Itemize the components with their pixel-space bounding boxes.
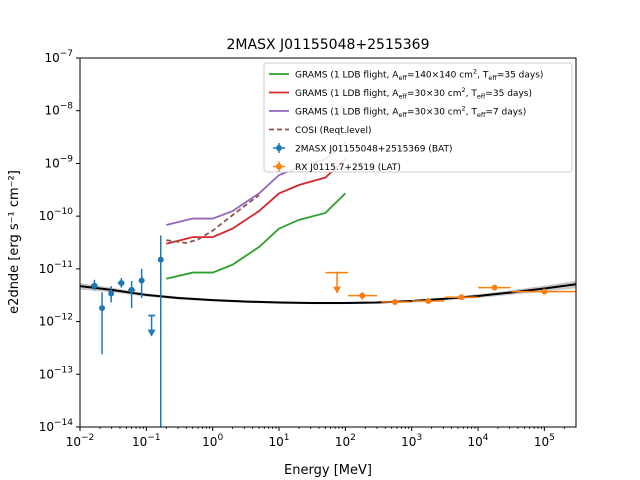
legend-entry: GRAMS (1 LDB flight, Aeff=140×140 cm2, T…	[269, 68, 543, 83]
chart-title: 2MASX J01155048+2515369	[227, 37, 430, 53]
y-tick-label: 10−13	[39, 365, 73, 381]
sensitivity-line-1	[166, 192, 346, 280]
data-point	[348, 292, 377, 300]
legend-entry: 2MASX J01155048+2515369 (BAT)	[273, 143, 453, 155]
data-marker	[138, 277, 145, 284]
data-point	[445, 294, 478, 301]
data-marker	[91, 282, 98, 289]
upper-limit-arrow	[147, 329, 156, 337]
x-tick-label: 103	[401, 433, 422, 449]
legend: GRAMS (1 LDB flight, Aeff=140×140 cm2, T…	[263, 62, 573, 173]
data-marker	[425, 298, 432, 305]
legend-entry: RX J0115.7+2519 (LAT)	[273, 161, 401, 173]
data-point	[511, 288, 576, 295]
series-2	[325, 271, 576, 306]
sensitivity-line-2	[166, 158, 346, 245]
y-tick-label: 10−11	[39, 260, 73, 276]
legend-label: GRAMS (1 LDB flight, Aeff=140×140 cm2, T…	[295, 68, 543, 83]
data-point	[128, 280, 136, 309]
legend-entry: GRAMS (1 LDB flight, Aeff=30×30 cm2, Tef…	[269, 105, 526, 120]
upper-limit-arrow	[333, 286, 342, 294]
legend-swatch-marker	[276, 163, 282, 170]
plot-frame	[79, 57, 577, 428]
y-axis-label: e2dnde [erg s⁻¹ cm⁻²]	[7, 170, 22, 314]
legend-swatch-marker	[276, 145, 282, 151]
series-1	[90, 235, 164, 427]
data-marker	[391, 299, 398, 306]
x-tick-label: 104	[468, 433, 489, 449]
legend-label: GRAMS (1 LDB flight, Aeff=30×30 cm2, Tef…	[295, 105, 526, 120]
data-point	[90, 279, 98, 291]
data-points	[90, 235, 576, 427]
x-tick-label: 105	[534, 433, 555, 449]
legend-entry: COSI (Reqt.level)	[269, 126, 372, 136]
x-axis-label: Energy [MeV]	[284, 463, 372, 478]
y-tick-label: 10−12	[39, 313, 73, 329]
data-point	[108, 286, 115, 303]
y-tick-label: 10−7	[44, 49, 73, 65]
data-point	[478, 284, 511, 291]
y-axis: 10−14 10−13 10−12 10−11 10−10 10−9 10−8 10−7	[39, 49, 80, 434]
legend-label: 2MASX J01155048+2515369 (BAT)	[295, 145, 453, 155]
y-tick-label: 10−14	[39, 418, 74, 434]
data-marker	[541, 288, 548, 295]
legend-entry: GRAMS (1 LDB flight, Aeff=30×30 cm2, Tef…	[269, 86, 532, 101]
data-marker	[128, 286, 135, 293]
y-tick-label: 10−10	[39, 207, 74, 223]
data-point	[138, 268, 145, 298]
x-tick-label: 101	[268, 433, 289, 449]
data-marker	[458, 294, 465, 301]
data-point	[381, 299, 411, 306]
x-tick-label: 10−1	[132, 433, 161, 449]
x-tick-label: 100	[202, 433, 223, 449]
x-tick-label: 10−2	[66, 433, 95, 449]
data-marker	[99, 305, 106, 312]
legend-label: RX J0115.7+2519 (LAT)	[295, 163, 401, 173]
data-marker	[491, 284, 498, 291]
model-curve	[80, 283, 576, 305]
x-tick-label: 102	[335, 433, 356, 449]
data-point	[147, 314, 156, 337]
data-point	[325, 271, 349, 294]
data-point	[99, 292, 106, 355]
data-point	[411, 298, 445, 305]
legend-box	[263, 62, 573, 173]
data-marker	[108, 290, 115, 297]
data-marker	[359, 292, 366, 299]
data-marker	[118, 279, 125, 286]
sensitivity-line-4	[166, 194, 260, 244]
data-marker	[157, 256, 164, 263]
legend-label: COSI (Reqt.level)	[295, 126, 372, 136]
y-tick-label: 10−8	[44, 102, 73, 118]
data-point	[117, 278, 125, 288]
legend-label: GRAMS (1 LDB flight, Aeff=30×30 cm2, Tef…	[295, 86, 532, 101]
y-tick-label: 10−9	[44, 154, 73, 170]
data-point	[157, 235, 164, 427]
model-line	[80, 283, 576, 305]
x-axis: 10−2 10−1 100 101 102 103 104 105	[66, 427, 565, 449]
